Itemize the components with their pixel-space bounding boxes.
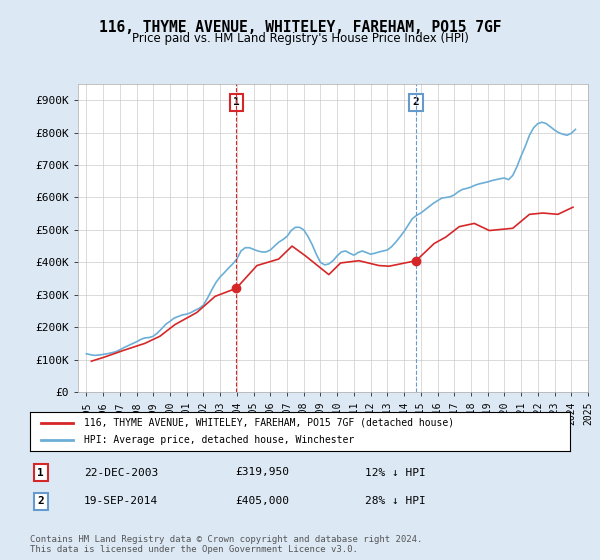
Text: 2: 2 [413, 97, 419, 108]
Text: £405,000: £405,000 [235, 497, 289, 506]
Text: 116, THYME AVENUE, WHITELEY, FAREHAM, PO15 7GF (detached house): 116, THYME AVENUE, WHITELEY, FAREHAM, PO… [84, 418, 454, 428]
Text: 1: 1 [233, 97, 240, 108]
Text: 2: 2 [37, 497, 44, 506]
Text: HPI: Average price, detached house, Winchester: HPI: Average price, detached house, Winc… [84, 435, 354, 445]
Text: 22-DEC-2003: 22-DEC-2003 [84, 468, 158, 478]
Text: 12% ↓ HPI: 12% ↓ HPI [365, 468, 425, 478]
Text: 28% ↓ HPI: 28% ↓ HPI [365, 497, 425, 506]
Text: 116, THYME AVENUE, WHITELEY, FAREHAM, PO15 7GF: 116, THYME AVENUE, WHITELEY, FAREHAM, PO… [99, 20, 501, 35]
Text: £319,950: £319,950 [235, 468, 289, 478]
Text: 19-SEP-2014: 19-SEP-2014 [84, 497, 158, 506]
Text: Contains HM Land Registry data © Crown copyright and database right 2024.
This d: Contains HM Land Registry data © Crown c… [30, 535, 422, 554]
Text: Price paid vs. HM Land Registry's House Price Index (HPI): Price paid vs. HM Land Registry's House … [131, 32, 469, 45]
Text: 1: 1 [37, 468, 44, 478]
